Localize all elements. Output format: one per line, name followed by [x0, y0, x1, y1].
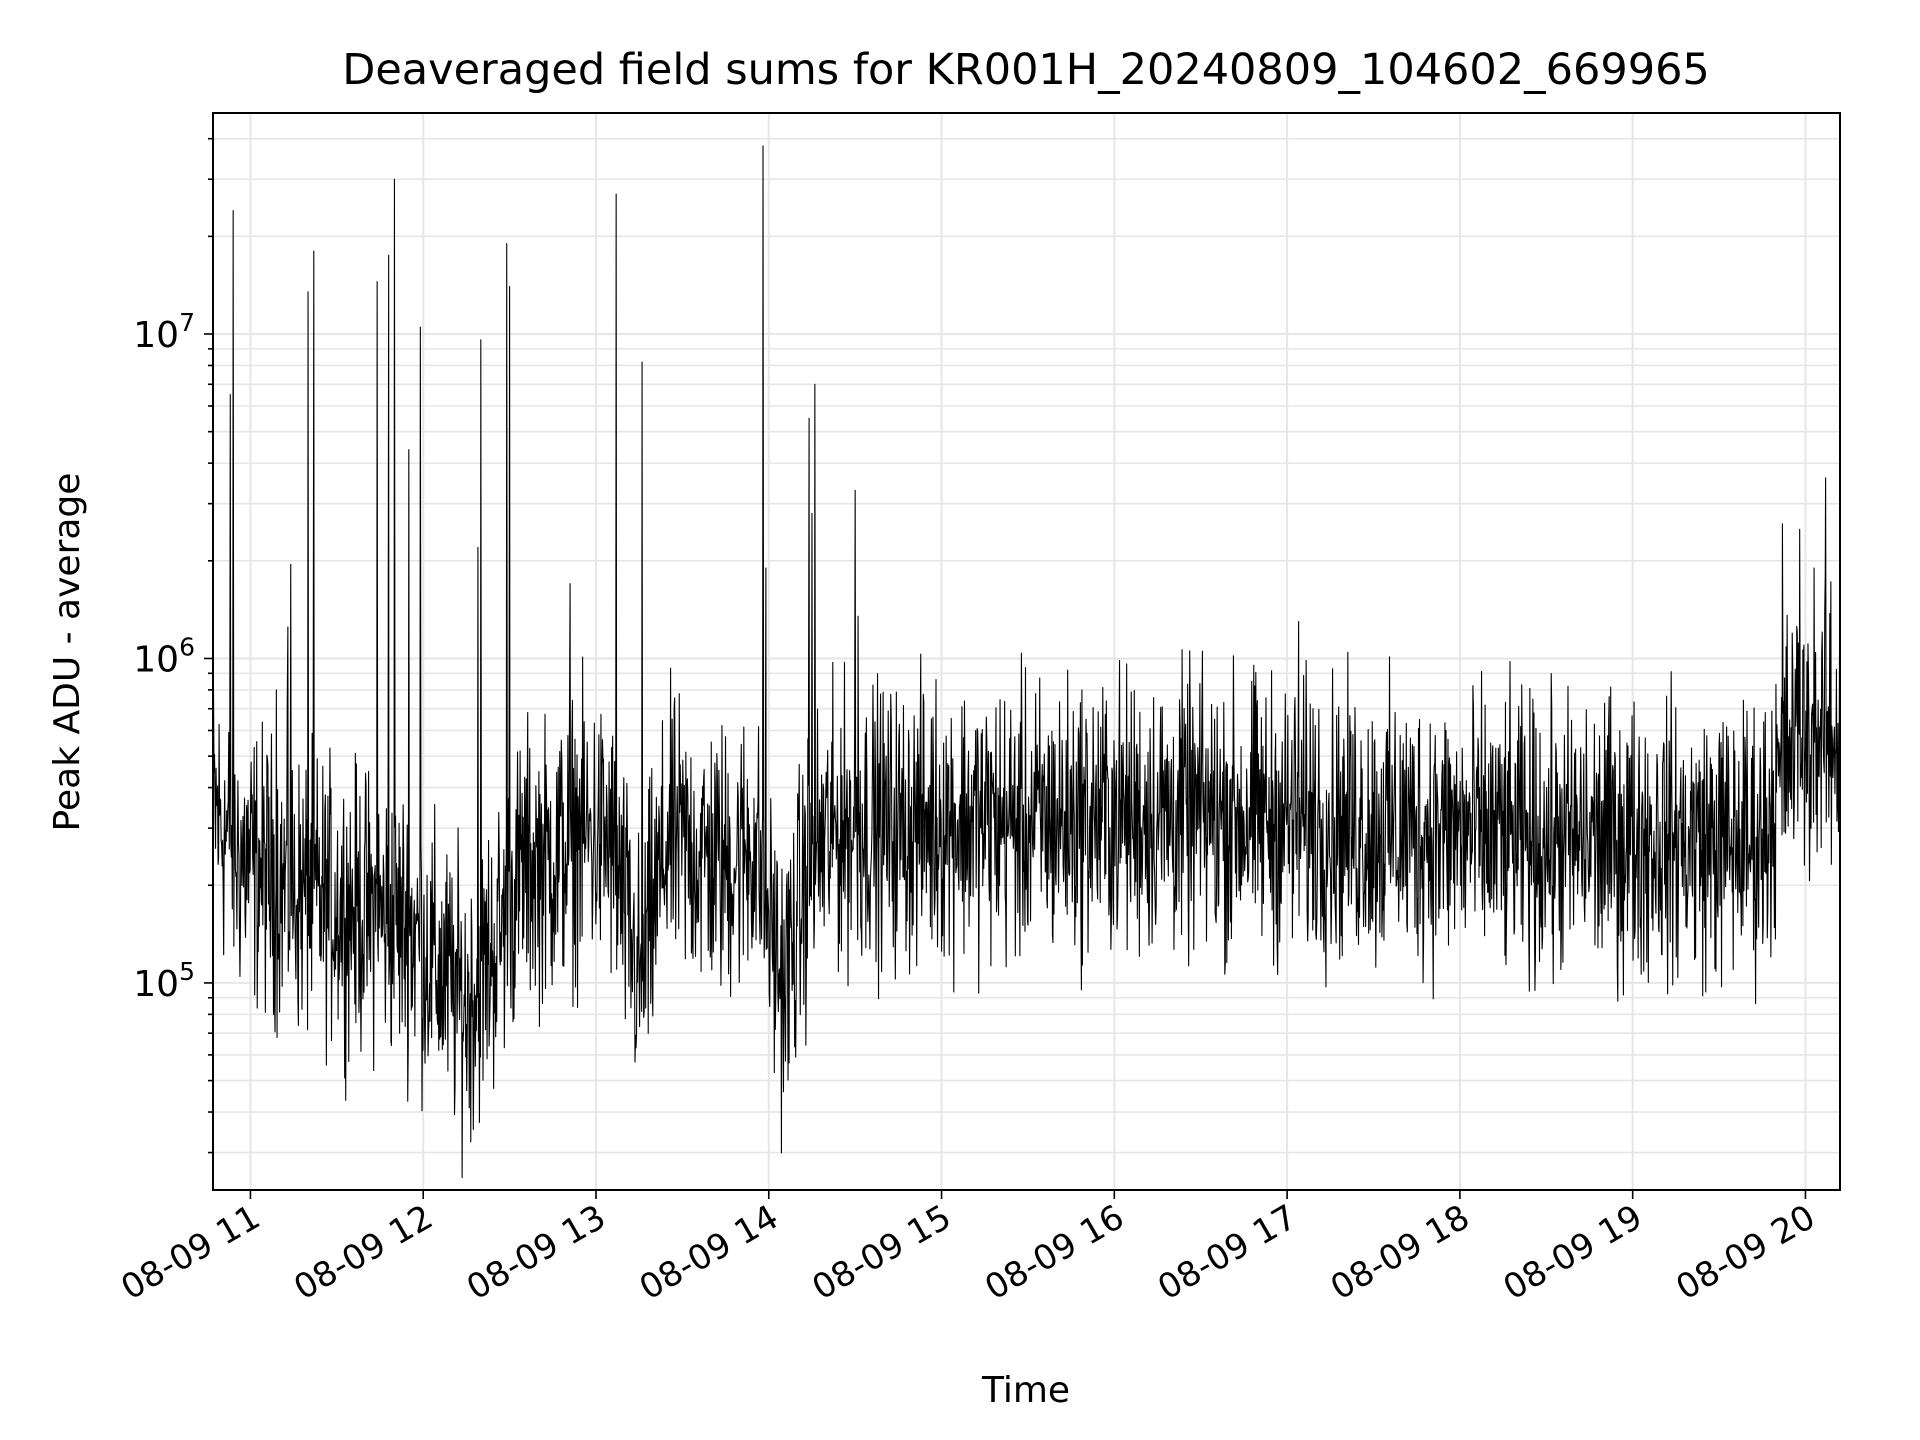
- y-tick-label: 106: [133, 632, 195, 680]
- x-axis-label: Time: [981, 1370, 1070, 1411]
- y-tick-label: 105: [133, 957, 195, 1005]
- data-series-line: [213, 145, 1840, 1179]
- plot-frame: [212, 112, 1841, 1191]
- chart-title: Deaveraged field sums for KR001H_2024080…: [342, 45, 1710, 95]
- y-axis-label: Peak ADU - average: [47, 473, 88, 832]
- y-tick-label: 107: [133, 308, 195, 356]
